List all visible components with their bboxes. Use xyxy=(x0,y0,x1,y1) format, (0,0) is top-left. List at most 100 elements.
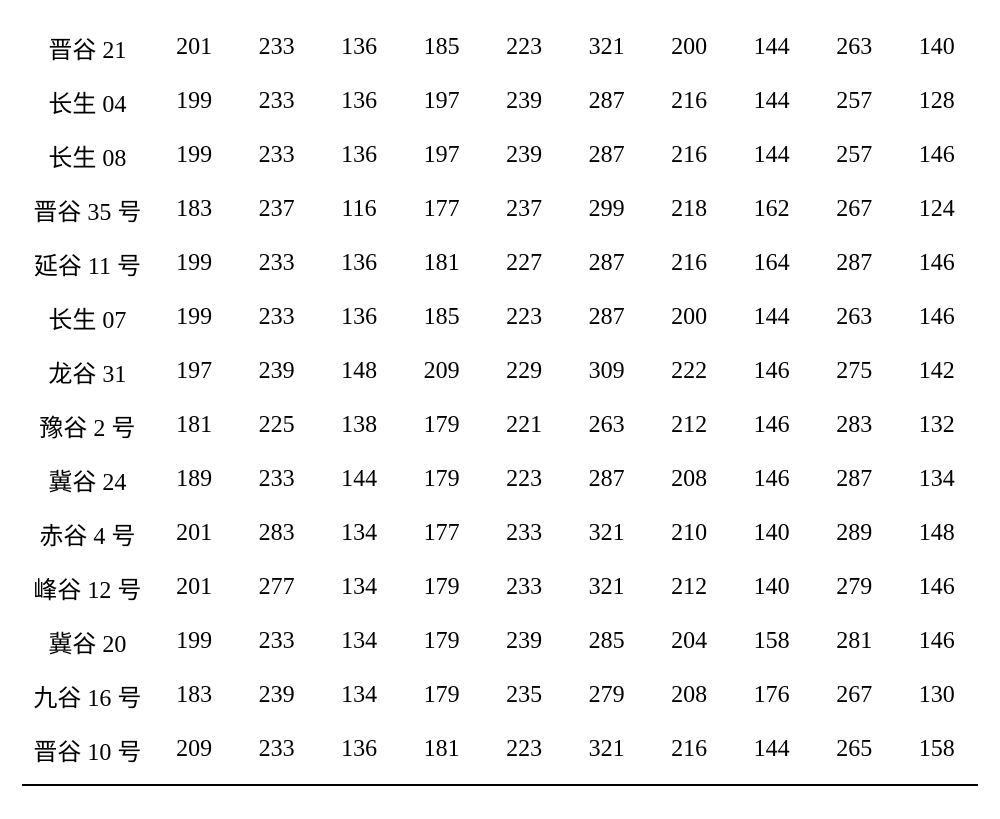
cell-value: 146 xyxy=(895,290,978,344)
cell-value: 134 xyxy=(318,614,401,668)
cell-value: 124 xyxy=(895,182,978,236)
cell-value: 146 xyxy=(730,344,813,398)
cell-value: 233 xyxy=(235,614,318,668)
cell-value: 289 xyxy=(813,506,896,560)
table-row: 晋谷 35 号183237116177237299218162267124 xyxy=(22,182,978,236)
cell-value: 185 xyxy=(400,20,483,74)
cell-value: 134 xyxy=(895,452,978,506)
cell-value: 233 xyxy=(235,20,318,74)
cell-value: 321 xyxy=(565,722,648,776)
cell-value: 199 xyxy=(153,128,236,182)
cell-value: 212 xyxy=(648,398,731,452)
cell-value: 239 xyxy=(235,344,318,398)
table-row: 赤谷 4 号201283134177233321210140289148 xyxy=(22,506,978,560)
row-label: 赤谷 4 号 xyxy=(22,506,153,560)
cell-value: 148 xyxy=(318,344,401,398)
cell-value: 222 xyxy=(648,344,731,398)
table-row: 长生 08199233136197239287216144257146 xyxy=(22,128,978,182)
row-label: 晋谷 10 号 xyxy=(22,722,153,776)
cell-value: 287 xyxy=(565,290,648,344)
cell-value: 140 xyxy=(730,506,813,560)
cell-value: 164 xyxy=(730,236,813,290)
cell-value: 210 xyxy=(648,506,731,560)
cell-value: 263 xyxy=(813,290,896,344)
cell-value: 287 xyxy=(813,452,896,506)
data-table-wrap: 晋谷 21201233136185223321200144263140长生 04… xyxy=(0,0,1000,776)
cell-value: 179 xyxy=(400,398,483,452)
cell-value: 233 xyxy=(235,452,318,506)
cell-value: 199 xyxy=(153,74,236,128)
row-label: 长生 08 xyxy=(22,128,153,182)
cell-value: 200 xyxy=(648,290,731,344)
cell-value: 197 xyxy=(400,128,483,182)
cell-value: 140 xyxy=(895,20,978,74)
cell-value: 229 xyxy=(483,344,566,398)
cell-value: 128 xyxy=(895,74,978,128)
cell-value: 227 xyxy=(483,236,566,290)
cell-value: 218 xyxy=(648,182,731,236)
cell-value: 209 xyxy=(400,344,483,398)
cell-value: 136 xyxy=(318,74,401,128)
cell-value: 257 xyxy=(813,74,896,128)
cell-value: 158 xyxy=(730,614,813,668)
row-label: 晋谷 21 xyxy=(22,20,153,74)
cell-value: 233 xyxy=(235,290,318,344)
cell-value: 208 xyxy=(648,452,731,506)
cell-value: 177 xyxy=(400,182,483,236)
cell-value: 208 xyxy=(648,668,731,722)
cell-value: 146 xyxy=(730,452,813,506)
cell-value: 283 xyxy=(813,398,896,452)
cell-value: 181 xyxy=(400,722,483,776)
cell-value: 287 xyxy=(565,74,648,128)
cell-value: 146 xyxy=(895,236,978,290)
table-row: 长生 07199233136185223287200144263146 xyxy=(22,290,978,344)
cell-value: 146 xyxy=(895,560,978,614)
table-row: 延谷 11 号199233136181227287216164287146 xyxy=(22,236,978,290)
cell-value: 239 xyxy=(483,74,566,128)
table-row: 峰谷 12 号201277134179233321212140279146 xyxy=(22,560,978,614)
cell-value: 279 xyxy=(813,560,896,614)
cell-value: 146 xyxy=(895,128,978,182)
cell-value: 223 xyxy=(483,20,566,74)
cell-value: 263 xyxy=(565,398,648,452)
cell-value: 197 xyxy=(153,344,236,398)
row-label: 长生 07 xyxy=(22,290,153,344)
cell-value: 237 xyxy=(483,182,566,236)
row-label: 豫谷 2 号 xyxy=(22,398,153,452)
cell-value: 201 xyxy=(153,560,236,614)
cell-value: 183 xyxy=(153,668,236,722)
cell-value: 239 xyxy=(235,668,318,722)
cell-value: 221 xyxy=(483,398,566,452)
cell-value: 144 xyxy=(730,20,813,74)
cell-value: 136 xyxy=(318,128,401,182)
cell-value: 285 xyxy=(565,614,648,668)
row-label: 冀谷 24 xyxy=(22,452,153,506)
cell-value: 283 xyxy=(235,506,318,560)
table-row: 冀谷 24189233144179223287208146287134 xyxy=(22,452,978,506)
cell-value: 287 xyxy=(813,236,896,290)
cell-value: 144 xyxy=(730,74,813,128)
cell-value: 321 xyxy=(565,20,648,74)
data-table: 晋谷 21201233136185223321200144263140长生 04… xyxy=(22,20,978,776)
cell-value: 132 xyxy=(895,398,978,452)
cell-value: 321 xyxy=(565,560,648,614)
cell-value: 216 xyxy=(648,74,731,128)
cell-value: 225 xyxy=(235,398,318,452)
table-row: 龙谷 31197239148209229309222146275142 xyxy=(22,344,978,398)
row-label: 长生 04 xyxy=(22,74,153,128)
cell-value: 142 xyxy=(895,344,978,398)
table-row: 长生 04199233136197239287216144257128 xyxy=(22,74,978,128)
row-label: 延谷 11 号 xyxy=(22,236,153,290)
cell-value: 183 xyxy=(153,182,236,236)
row-label: 峰谷 12 号 xyxy=(22,560,153,614)
cell-value: 199 xyxy=(153,290,236,344)
cell-value: 199 xyxy=(153,236,236,290)
cell-value: 158 xyxy=(895,722,978,776)
cell-value: 223 xyxy=(483,452,566,506)
cell-value: 189 xyxy=(153,452,236,506)
cell-value: 309 xyxy=(565,344,648,398)
cell-value: 212 xyxy=(648,560,731,614)
cell-value: 179 xyxy=(400,668,483,722)
cell-value: 179 xyxy=(400,614,483,668)
row-label: 九谷 16 号 xyxy=(22,668,153,722)
